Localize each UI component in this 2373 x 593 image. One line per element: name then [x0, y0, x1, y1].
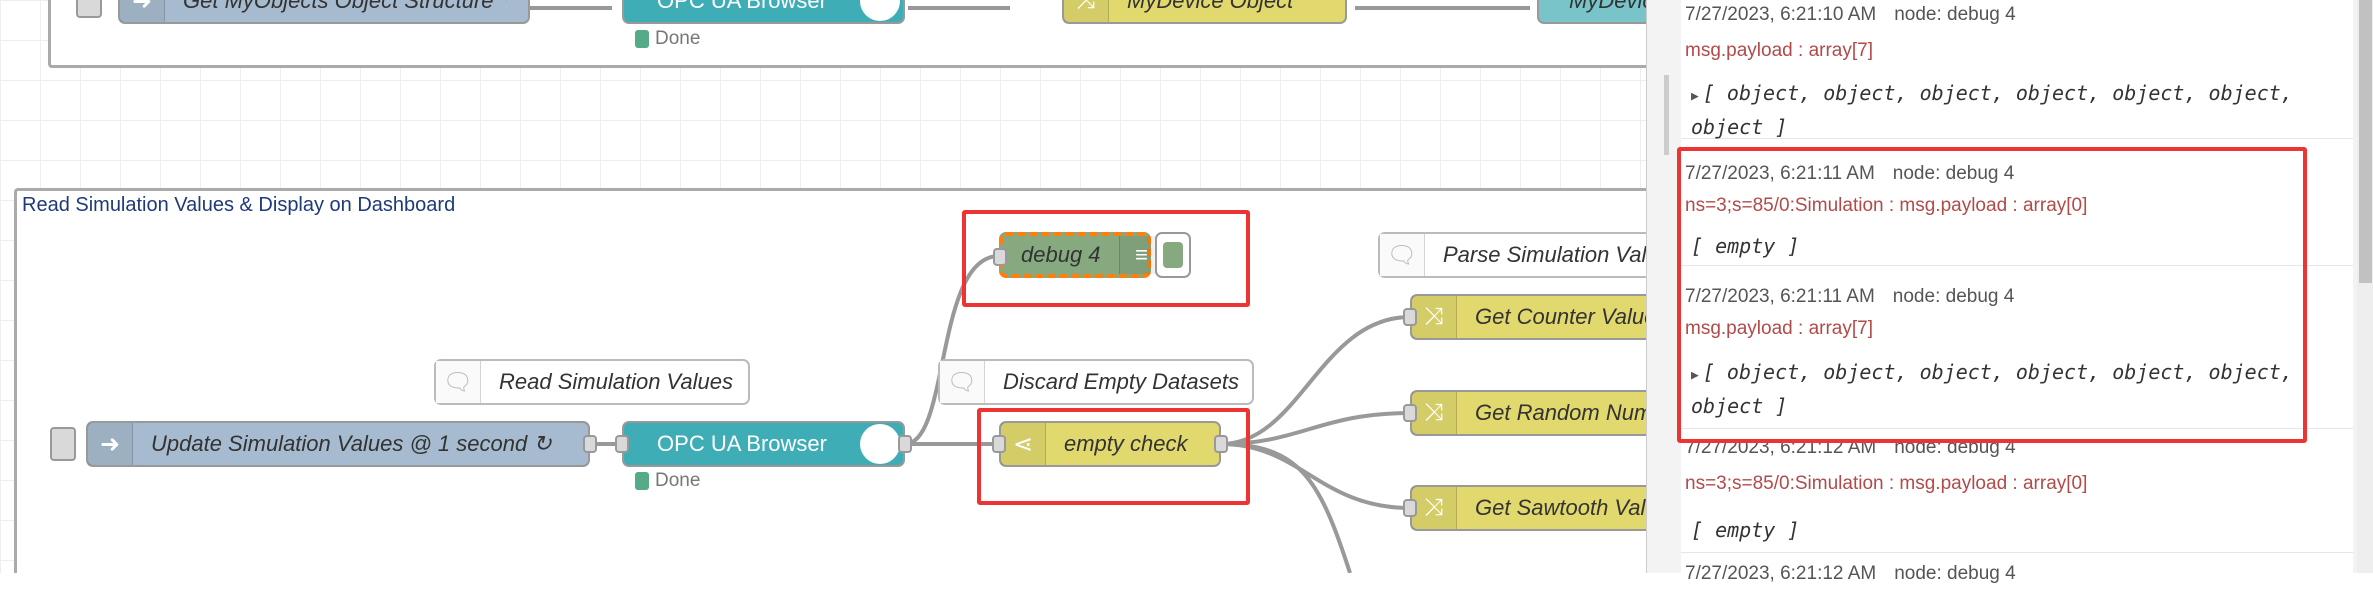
input-port[interactable] [615, 435, 629, 453]
debug-message[interactable]: 7/27/2023, 6:21:11 AM node: debug 4 ns=3;… [1681, 139, 2353, 266]
change-node-random[interactable]: ⤨ Get Random Num [1403, 390, 1646, 436]
debug-sidebar: 7/27/2023, 6:21:10 AM node: debug 4 msg.p… [1646, 0, 2373, 584]
message-value: [ empty ] [1691, 518, 1800, 542]
node-link[interactable]: node: debug 4 [1894, 563, 2016, 584]
change-node-mydevice-object[interactable]: ⤨ MyDevice Object [1062, 0, 1347, 24]
message-path: ns=3;s=85/0:Simulation : msg.payload : a… [1685, 195, 2088, 216]
wires [530, 6, 1530, 573]
wire [904, 254, 1000, 446]
highlight-debug [962, 210, 1250, 307]
arrow-right-icon: ➜ [88, 423, 133, 465]
comment-icon: 🗨 [940, 361, 985, 403]
node-mydevice[interactable]: MyDevic [1537, 0, 1646, 24]
comment-icon: 🗨 [436, 361, 481, 403]
group-title: Read Simulation Values & Display on Dash… [22, 194, 456, 216]
switch-node-empty-check[interactable]: ⋖ empty check [992, 421, 1228, 467]
input-port[interactable] [1403, 404, 1417, 422]
message-value[interactable]: ▶[ object, object, object, object, objec… [1691, 81, 2293, 139]
message-path: msg.payload : array[7] [1685, 40, 1873, 61]
message-path: ns=3;s=85/0:Simulation : msg.payload : a… [1685, 473, 2088, 494]
comment-discard-empty[interactable]: 🗨 Discard Empty Datasets [938, 359, 1254, 405]
highlight-messages [1677, 147, 2307, 443]
node-link[interactable]: node: debug 4 [1892, 163, 2015, 184]
flow-canvas[interactable]: ➜ Get MyObjects Object Structure * OPC U… [0, 0, 1646, 573]
scrollbar-thumb[interactable] [2359, 0, 2372, 283]
expand-caret-icon[interactable]: ▶ [1691, 89, 1699, 104]
timestamp: 7/27/2023, 6:21:10 AM [1685, 4, 1877, 25]
output-port[interactable] [583, 435, 597, 453]
input-port[interactable] [992, 435, 1006, 453]
inject-node-get-myobjects[interactable]: ➜ Get MyObjects Object Structure * [76, 0, 530, 24]
inject-button[interactable] [76, 0, 102, 18]
shuffle-icon: ⤨ [1412, 296, 1457, 338]
message-path: msg.payload : array[7] [1685, 318, 1873, 339]
debug-node[interactable]: debug 4 ≡ [993, 232, 1164, 278]
debug-message[interactable]: 7/27/2023, 6:21:11 AM node: debug 4 msg.p… [1681, 266, 2353, 429]
opcua-logo-icon [860, 424, 900, 464]
comment-icon: 🗨 [1380, 234, 1425, 276]
status-done-top: Done [635, 28, 700, 50]
timestamp: 7/27/2023, 6:21:11 AM [1685, 163, 1875, 184]
message-value[interactable]: ▶[ object, object, object, object, objec… [1691, 360, 2293, 418]
status-done: Done [635, 470, 700, 492]
highlight-empty-check [977, 408, 1250, 505]
timestamp: 7/27/2023, 6:21:11 AM [1685, 286, 1875, 307]
node-link[interactable]: node: debug 4 [1894, 4, 2016, 25]
shuffle-icon: ⤨ [1412, 392, 1457, 434]
debug-message[interactable]: 7/27/2023, 6:21:12 AM node: debug 4 ns=3;… [1681, 429, 2353, 553]
input-port[interactable] [1403, 308, 1417, 326]
message-value: [ empty ] [1691, 234, 1800, 258]
debug-message[interactable]: 7/27/2023, 6:21:10 AM node: debug 4 msg.p… [1681, 0, 2353, 139]
group-simulation [14, 188, 1646, 573]
shuffle-icon: ⤨ [1064, 0, 1109, 22]
inject-node-update-simulation[interactable]: ➜ Update Simulation Values @ 1 second ↻ [50, 421, 597, 467]
shuffle-icon: ⤨ [1412, 487, 1457, 529]
change-node-sawtooth[interactable]: ⤨ Get Sawtooth Valu [1403, 485, 1646, 531]
debug-toggle-button[interactable] [1155, 232, 1191, 278]
opcua-browser-node-top[interactable]: OPC UA Browser [622, 0, 905, 24]
comment-read-simulation[interactable]: 🗨 Read Simulation Values [434, 359, 750, 405]
input-port[interactable] [993, 248, 1007, 266]
change-node-counter[interactable]: ⤨ Get Counter Value [1403, 294, 1646, 340]
opcua-browser-node[interactable]: OPC UA Browser [615, 421, 912, 467]
arrow-right-icon: ➜ [120, 0, 165, 22]
splitter[interactable] [1664, 75, 1669, 155]
status-dot-icon [635, 472, 649, 490]
input-port[interactable] [1403, 499, 1417, 517]
opcua-logo-icon [860, 0, 900, 21]
output-port[interactable] [898, 435, 912, 453]
node-link[interactable]: node: debug 4 [1892, 286, 2015, 307]
scrollbar[interactable] [2357, 0, 2373, 573]
inject-button[interactable] [50, 427, 76, 461]
output-port[interactable] [1214, 435, 1228, 453]
timestamp: 7/27/2023, 6:21:12 AM [1685, 563, 1877, 584]
status-dot-icon [635, 30, 649, 48]
comment-parse-simulation[interactable]: 🗨 Parse Simulation Valu [1378, 232, 1646, 278]
debug-message[interactable]: 7/27/2023, 6:21:12 AM node: debug 4 [1681, 553, 2353, 593]
expand-caret-icon[interactable]: ▶ [1691, 368, 1699, 383]
switch-icon: ⋖ [1001, 423, 1046, 465]
debug-message-list: 7/27/2023, 6:21:10 AM node: debug 4 msg.p… [1681, 0, 2353, 584]
